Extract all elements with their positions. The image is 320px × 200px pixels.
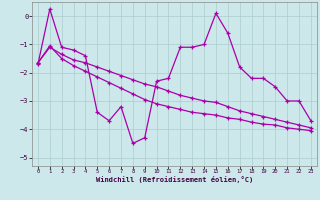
X-axis label: Windchill (Refroidissement éolien,°C): Windchill (Refroidissement éolien,°C) <box>96 176 253 183</box>
